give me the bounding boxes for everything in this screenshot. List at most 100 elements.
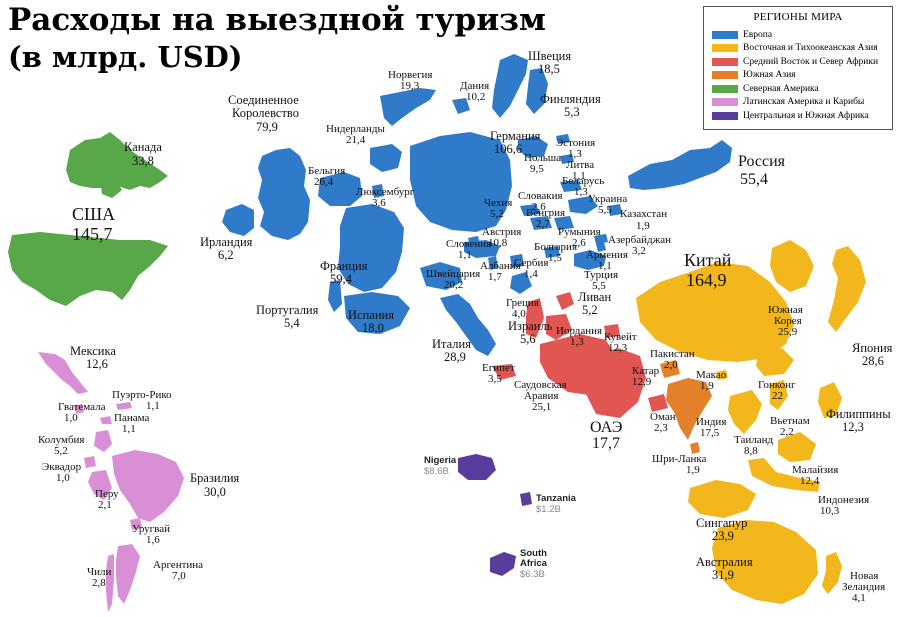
japan-shape[interactable]: [828, 246, 866, 332]
kuwait-shape[interactable]: [604, 324, 620, 338]
ecuador-value: 1,0: [56, 472, 70, 484]
belgium-value: 26,4: [314, 176, 334, 188]
oman-shape[interactable]: [648, 394, 668, 412]
bulgaria-name: Болгария: [534, 241, 577, 253]
legend-item-north-america: Северная Америка: [704, 82, 892, 96]
sweden-shape[interactable]: [492, 54, 528, 118]
romania-shape[interactable]: [554, 216, 574, 230]
bulgaria-shape[interactable]: [544, 246, 560, 258]
sri-lanka-shape[interactable]: [690, 442, 700, 454]
singapore-shape[interactable]: [688, 480, 756, 518]
slovakia-shape[interactable]: [520, 204, 540, 216]
belgium-shape[interactable]: [318, 172, 362, 206]
indonesia-shape[interactable]: [748, 458, 820, 492]
greece-shape[interactable]: [510, 272, 532, 294]
serbia-shape[interactable]: [510, 254, 524, 268]
hungary-shape[interactable]: [530, 216, 552, 230]
legend-item-mena: Средний Восток и Север Африки: [704, 55, 892, 69]
puerto-rico-shape[interactable]: [116, 402, 132, 410]
panama-name: Панама: [114, 412, 149, 424]
luxembourg-name: Люксембург: [356, 186, 415, 198]
ireland-shape[interactable]: [222, 204, 254, 236]
alaska-shape[interactable]: [100, 178, 122, 198]
panama-shape[interactable]: [100, 416, 112, 424]
italy-shape[interactable]: [440, 294, 496, 356]
usa-shape[interactable]: [8, 232, 168, 306]
guatemala-shape[interactable]: [74, 404, 84, 414]
colombia-shape[interactable]: [94, 430, 112, 452]
thailand-shape[interactable]: [728, 390, 762, 434]
spain-shape[interactable]: [344, 292, 410, 334]
indonesia-name: Индонезия: [818, 494, 869, 506]
israel-value: 5,6: [520, 332, 536, 346]
poland-value: 9,5: [530, 163, 544, 175]
argentina-shape[interactable]: [116, 544, 140, 604]
new-zealand-shape[interactable]: [822, 552, 842, 594]
kazakhstan-shape[interactable]: [608, 204, 622, 216]
peru-shape[interactable]: [88, 470, 112, 500]
hong-kong-value: 22: [772, 390, 783, 402]
tanzania-shape[interactable]: [520, 492, 532, 506]
denmark-shape[interactable]: [452, 98, 470, 114]
uae-shape[interactable]: [584, 348, 646, 418]
switzerland-shape[interactable]: [420, 262, 462, 290]
estonia-shape[interactable]: [556, 134, 570, 144]
south-africa-shape[interactable]: [490, 552, 516, 576]
malaysia-shape[interactable]: [778, 432, 816, 462]
russia-shape[interactable]: [628, 140, 732, 190]
vietnam-shape[interactable]: [770, 380, 788, 410]
belarus-shape[interactable]: [560, 180, 582, 192]
oman-value: 2,3: [654, 422, 668, 434]
switzerland-value: 20,2: [444, 279, 463, 291]
chile-shape[interactable]: [106, 554, 114, 612]
mexico-shape[interactable]: [38, 352, 88, 394]
ukraine-name: Украина: [588, 193, 627, 205]
canada-shape[interactable]: [66, 132, 168, 190]
japan-value: 28,6: [862, 354, 884, 368]
uk-shape[interactable]: [258, 148, 310, 240]
china-shape[interactable]: [636, 262, 794, 362]
panama-value: 1,1: [122, 423, 136, 435]
egypt-shape[interactable]: [492, 364, 516, 380]
australia-shape[interactable]: [712, 520, 818, 604]
turkey-shape[interactable]: [574, 250, 606, 270]
ecuador-shape[interactable]: [84, 456, 96, 468]
luxembourg-shape[interactable]: [372, 184, 384, 198]
ukraine-shape[interactable]: [568, 196, 598, 214]
lebanon-shape[interactable]: [556, 292, 574, 310]
czech-shape[interactable]: [482, 190, 504, 206]
philippines-shape[interactable]: [818, 382, 842, 418]
turkey-name: Турция: [584, 269, 618, 281]
philippines-name: Филиппины: [826, 407, 891, 421]
poland-shape[interactable]: [518, 136, 548, 158]
vietnam-value: 2,2: [780, 426, 794, 438]
kuwait-name: Кувейт: [604, 331, 637, 343]
lithuania-shape[interactable]: [560, 154, 574, 164]
usa-name: США: [72, 204, 115, 224]
uruguay-name: Уругвай: [132, 523, 170, 535]
india-shape[interactable]: [666, 378, 712, 440]
azerbaijan-shape[interactable]: [594, 234, 608, 244]
hong-kong-shape[interactable]: [756, 348, 794, 376]
israel-shape[interactable]: [526, 298, 544, 338]
legend-swatch-north-america: [712, 84, 738, 93]
jordan-shape[interactable]: [546, 314, 572, 340]
armenia-shape[interactable]: [596, 242, 606, 252]
uruguay-shape[interactable]: [130, 518, 142, 530]
macao-shape[interactable]: [716, 370, 728, 380]
germany-shape[interactable]: [410, 132, 512, 232]
portugal-shape[interactable]: [328, 280, 342, 312]
central-south-africa-region: [458, 454, 532, 576]
norway-shape[interactable]: [380, 88, 436, 126]
slovenia-shape[interactable]: [468, 236, 480, 246]
albania-shape[interactable]: [488, 256, 498, 270]
philippines-value: 12,3: [842, 420, 864, 434]
netherlands-shape[interactable]: [370, 144, 402, 172]
pakistan-shape[interactable]: [660, 360, 680, 378]
brazil-shape[interactable]: [112, 450, 184, 522]
south-korea-shape[interactable]: [770, 240, 814, 292]
finland-shape[interactable]: [526, 68, 548, 114]
nigeria-shape[interactable]: [458, 454, 496, 480]
france-shape[interactable]: [338, 204, 404, 292]
malaysia-name: Малайзия: [792, 464, 838, 476]
